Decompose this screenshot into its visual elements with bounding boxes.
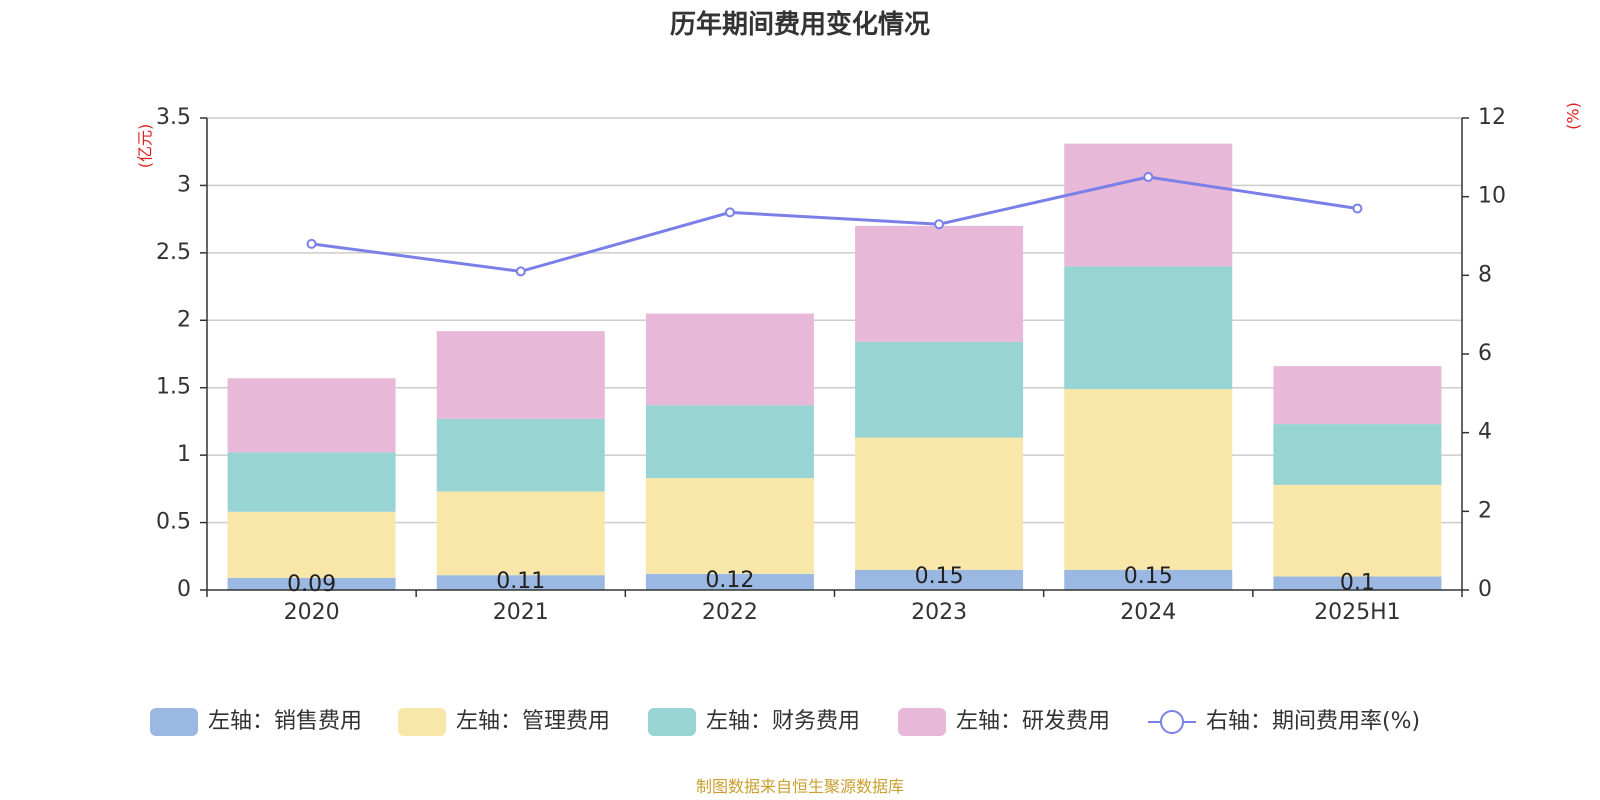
legend-label: 右轴：期间费用率(%) <box>1206 709 1420 734</box>
bar-segment <box>1064 569 1233 590</box>
line-point <box>934 219 945 230</box>
line-point <box>1143 172 1154 182</box>
line-point <box>724 207 735 218</box>
bar-data-label: 0.12 <box>705 568 754 593</box>
bar-series-group <box>227 143 1442 590</box>
bar-segment <box>1273 484 1442 577</box>
bar-segment <box>1273 424 1442 485</box>
bar-segment <box>227 577 396 590</box>
line-point <box>515 266 526 277</box>
bar-segment <box>436 491 605 576</box>
bar-segment <box>855 341 1024 438</box>
x-axis-tick-label: 2021 <box>493 600 549 625</box>
legend-label: 左轴：销售费用 <box>208 709 362 734</box>
legend: 左轴：销售费用 左轴：管理费用 左轴：财务费用 左轴：研发费用 右轴：期间费用率(%) <box>150 708 1420 736</box>
legend-swatch <box>150 708 198 736</box>
bar-segment <box>227 452 396 512</box>
left-axis-tick-label: 2.5 <box>156 240 191 265</box>
bar-data-label: 0.1 <box>1340 571 1375 596</box>
bar-segment <box>436 575 605 590</box>
bar-segment <box>855 569 1024 590</box>
left-axis-tick-label: 3.5 <box>156 105 191 130</box>
line-point <box>1352 203 1363 214</box>
right-axis-tick-label: 12 <box>1478 105 1506 130</box>
right-axis-tick-label: 4 <box>1478 420 1492 445</box>
bar-segment <box>227 511 396 578</box>
left-axis-tick-label: 2 <box>177 307 191 332</box>
x-axis-tick-label: 2025H1 <box>1314 600 1401 625</box>
line-series-group <box>306 172 1363 277</box>
bar-data-label: 0.09 <box>287 572 336 597</box>
bar-segment <box>645 405 814 479</box>
chart-title: 历年期间费用变化情况 <box>670 9 930 40</box>
legend-swatch <box>398 708 446 736</box>
left-axis-tick-label: 0 <box>177 577 191 602</box>
right-axis-tick-label: 2 <box>1478 498 1492 523</box>
right-axis-tick-label: 0 <box>1478 577 1492 602</box>
bar-segment <box>855 437 1024 570</box>
bar-data-label: 0.11 <box>496 569 545 594</box>
legend-label: 左轴：管理费用 <box>456 709 610 734</box>
line-series-path <box>311 175 1358 273</box>
right-axis-tick-label: 8 <box>1478 262 1492 287</box>
legend-label: 左轴：研发费用 <box>956 709 1110 734</box>
right-axis-unit: (%) <box>1564 102 1583 130</box>
right-axis-tick-label: 10 <box>1478 184 1506 209</box>
x-axis-tick-label: 2023 <box>911 600 967 625</box>
bar-segment <box>1064 389 1233 570</box>
legend-swatch <box>648 708 696 736</box>
x-axis-tick-label: 2022 <box>702 600 758 625</box>
x-axis-tick-label: 2024 <box>1120 600 1176 625</box>
bar-segment <box>645 478 814 574</box>
legend-label: 左轴：财务费用 <box>706 709 860 734</box>
bar-segment <box>1273 366 1442 425</box>
line-point <box>306 238 317 249</box>
bar-segment <box>436 418 605 492</box>
right-axis-tick-label: 6 <box>1478 341 1492 366</box>
source-note: 制图数据来自恒生聚源数据库 <box>696 777 904 796</box>
legend-circle-marker <box>1160 710 1184 734</box>
bar-segment <box>645 573 814 590</box>
bar-segment <box>436 331 605 419</box>
gridlines <box>207 117 1462 524</box>
left-axis-tick-label: 1.5 <box>156 375 191 400</box>
left-axis-tick-label: 0.5 <box>156 510 191 535</box>
left-axis-tick-label: 1 <box>177 442 191 467</box>
axes: 0 0.5 1 1.5 2 2.5 3 3.5 0 2 4 6 8 10 12 2020 2021 2022 202… <box>156 105 1506 625</box>
left-axis-tick-label: 3 <box>177 172 191 197</box>
data-labels: 0.09 0.11 0.12 0.15 0.15 0.1 <box>287 564 1375 597</box>
bar-segment <box>1273 576 1442 590</box>
bar-segment <box>855 225 1024 342</box>
bar-data-label: 0.15 <box>915 564 964 589</box>
bar-data-label: 0.15 <box>1124 564 1173 589</box>
bar-segment <box>1064 266 1233 390</box>
bar-segment <box>1064 143 1233 267</box>
x-axis-tick-label: 2020 <box>284 600 340 625</box>
left-axis-unit: (亿元) <box>136 124 155 169</box>
legend-swatch <box>898 708 946 736</box>
bar-segment <box>227 378 396 453</box>
bar-segment <box>645 313 814 406</box>
